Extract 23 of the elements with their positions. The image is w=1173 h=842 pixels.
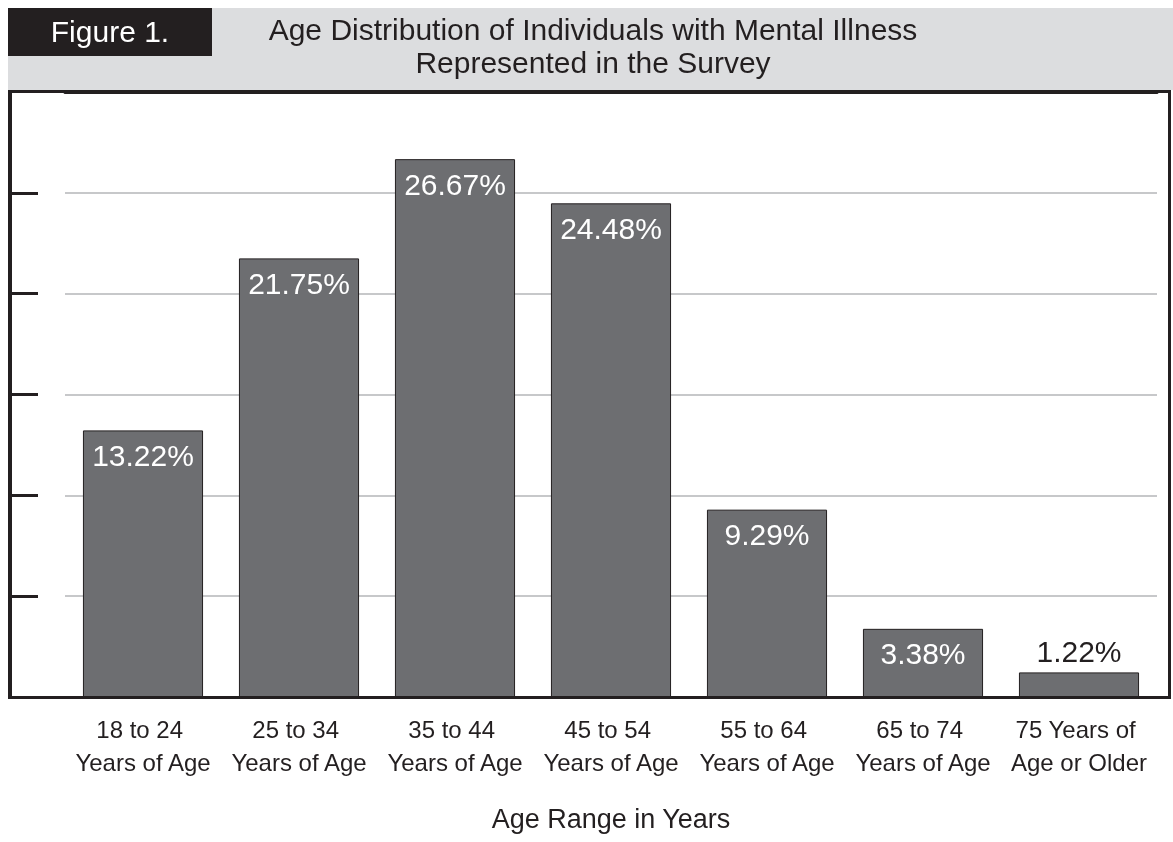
bar xyxy=(394,159,516,697)
bar xyxy=(82,430,204,697)
data-label: 24.48% xyxy=(560,211,662,245)
x-tick-label: 75 Years of Age or Older xyxy=(1010,716,1148,776)
data-label: 9.29% xyxy=(724,518,810,552)
data-label: 21.75% xyxy=(248,266,350,300)
caption: Figure 1. xyxy=(50,14,170,50)
data-label: 26.67% xyxy=(404,167,506,201)
x-tick-label: 18 to 24 Years of Age xyxy=(75,716,211,776)
x-tick-label: 35 to 44 Years of Age xyxy=(387,716,523,776)
data-label: 13.22% xyxy=(92,438,194,472)
x-tick-label: 45 to 54 Years of Age xyxy=(543,716,679,776)
bar xyxy=(550,203,672,697)
x-tick-label: 65 to 74 Years of Age xyxy=(855,716,991,776)
bar xyxy=(706,509,828,697)
bar xyxy=(238,258,360,697)
chart-title: Age Distribution of Individuals with Mental Illness Represented in the Survey xyxy=(268,13,918,79)
x-tick-label: 55 to 64 Years of Age xyxy=(699,716,835,776)
x-tick-label: 25 to 34 Years of Age xyxy=(231,716,367,776)
bar xyxy=(1018,672,1140,697)
x-axis-title: Age Range in Years xyxy=(491,803,731,834)
data-label: 3.38% xyxy=(880,637,966,671)
data-label: 1.22% xyxy=(1036,634,1122,668)
